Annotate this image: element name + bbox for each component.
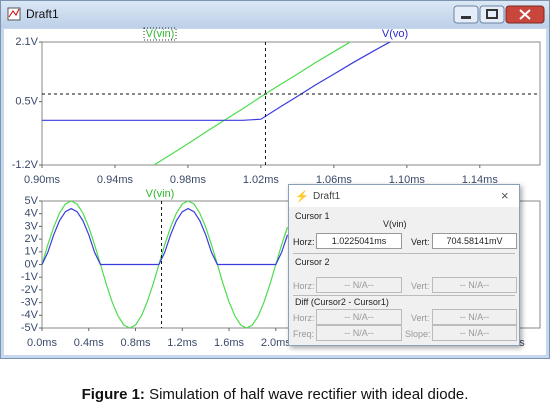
y-tick-label: 3V <box>25 220 39 232</box>
cursor-trace: V(vin) <box>383 219 407 229</box>
y-tick-label: 0V <box>25 258 39 270</box>
x-tick-label: 1.6ms <box>214 337 244 349</box>
dialog-close[interactable]: × <box>501 188 509 203</box>
y-tick-label: -2V <box>21 284 39 296</box>
x-tick-label: 0.0ms <box>27 337 57 349</box>
y-tick-label: -1V <box>21 271 39 283</box>
y-tick-label: 1V <box>25 246 39 258</box>
x-tick-label: 0.90ms <box>24 174 61 186</box>
x-tick-label: 0.8ms <box>121 337 151 349</box>
horz-field: -- N/A-- <box>316 309 402 325</box>
caption-text: Simulation of half wave rectifier with i… <box>144 386 469 403</box>
vert-field: -- N/A-- <box>432 309 517 325</box>
x-tick-label: 1.02ms <box>243 174 280 186</box>
freq-field: -- N/A-- <box>316 325 402 341</box>
trace <box>152 42 352 165</box>
x-tick-label: 0.98ms <box>170 174 207 186</box>
trace-label[interactable]: V(vo) <box>382 28 408 40</box>
field-label: Horz: <box>293 237 315 247</box>
minimize-button[interactable] <box>453 5 479 24</box>
maximize-button[interactable] <box>479 5 505 24</box>
field-label: Vert: <box>411 237 430 247</box>
field-label: Horz: <box>293 281 315 291</box>
y-tick-label: 5V <box>25 195 39 207</box>
separator <box>293 253 515 254</box>
vert-field: -- N/A-- <box>432 277 517 293</box>
y-tick-label: -1.2V <box>12 159 39 171</box>
separator <box>293 295 515 296</box>
x-tick-label: 0.94ms <box>97 174 134 186</box>
close-glyph <box>519 9 531 20</box>
y-tick-label: 2.1V <box>15 36 38 48</box>
dialog-title-bar <box>289 185 519 207</box>
figure-caption: Figure 1: Simulation of half wave rectif… <box>0 386 550 403</box>
minimize-glyph <box>461 16 471 19</box>
top-plot-frame <box>41 41 541 166</box>
section-heading: Cursor 2 <box>295 257 330 267</box>
horz-field[interactable]: 1.0225041ms <box>316 233 402 249</box>
y-tick-label: -3V <box>21 297 39 309</box>
field-label: Slope: <box>405 329 431 339</box>
trace <box>42 207 289 266</box>
trace <box>42 42 392 121</box>
trace-label[interactable]: V(vin) <box>146 188 175 200</box>
dialog-icon: ⚡ <box>295 191 309 203</box>
y-tick-label: -5V <box>21 322 39 334</box>
app-icon <box>7 7 21 21</box>
maximize-glyph <box>486 9 498 19</box>
x-tick-label: 1.2ms <box>167 337 197 349</box>
trace-label[interactable]: V(vin) <box>146 28 175 40</box>
dialog-title: Draft1 <box>313 191 341 202</box>
cursor-dialog: ⚡ Draft1 × Cursor 1 V(vin) Horz: 1.02250… <box>288 184 520 346</box>
window-title: Draft1 <box>26 7 59 21</box>
x-tick-label: 1.10ms <box>389 174 426 186</box>
vert-field[interactable]: 704.58141mV <box>432 233 517 249</box>
app-icon-glyph <box>8 8 20 18</box>
x-tick-label: 0.4ms <box>74 337 104 349</box>
trace <box>42 201 289 328</box>
x-tick-label: 1.06ms <box>316 174 353 186</box>
horz-field: -- N/A-- <box>316 277 402 293</box>
selected-trace-box <box>143 27 177 41</box>
field-label: Horz: <box>293 313 315 323</box>
field-label: Freq: <box>293 329 315 339</box>
y-tick-label: 0.5V <box>15 96 38 108</box>
caption-label: Figure 1: <box>81 386 145 403</box>
field-label: Vert: <box>411 313 430 323</box>
y-tick-label: 4V <box>25 208 39 220</box>
section-heading: Cursor 1 <box>295 211 330 221</box>
slope-field: -- N/A-- <box>432 325 517 341</box>
x-tick-label: 1.14ms <box>462 174 499 186</box>
field-label: Vert: <box>411 281 430 291</box>
y-tick-label: -4V <box>21 309 39 321</box>
x-tick-label: 2.0ms <box>261 337 291 349</box>
section-heading: Diff (Cursor2 - Cursor1) <box>295 297 389 307</box>
y-tick-label: 2V <box>25 233 39 245</box>
